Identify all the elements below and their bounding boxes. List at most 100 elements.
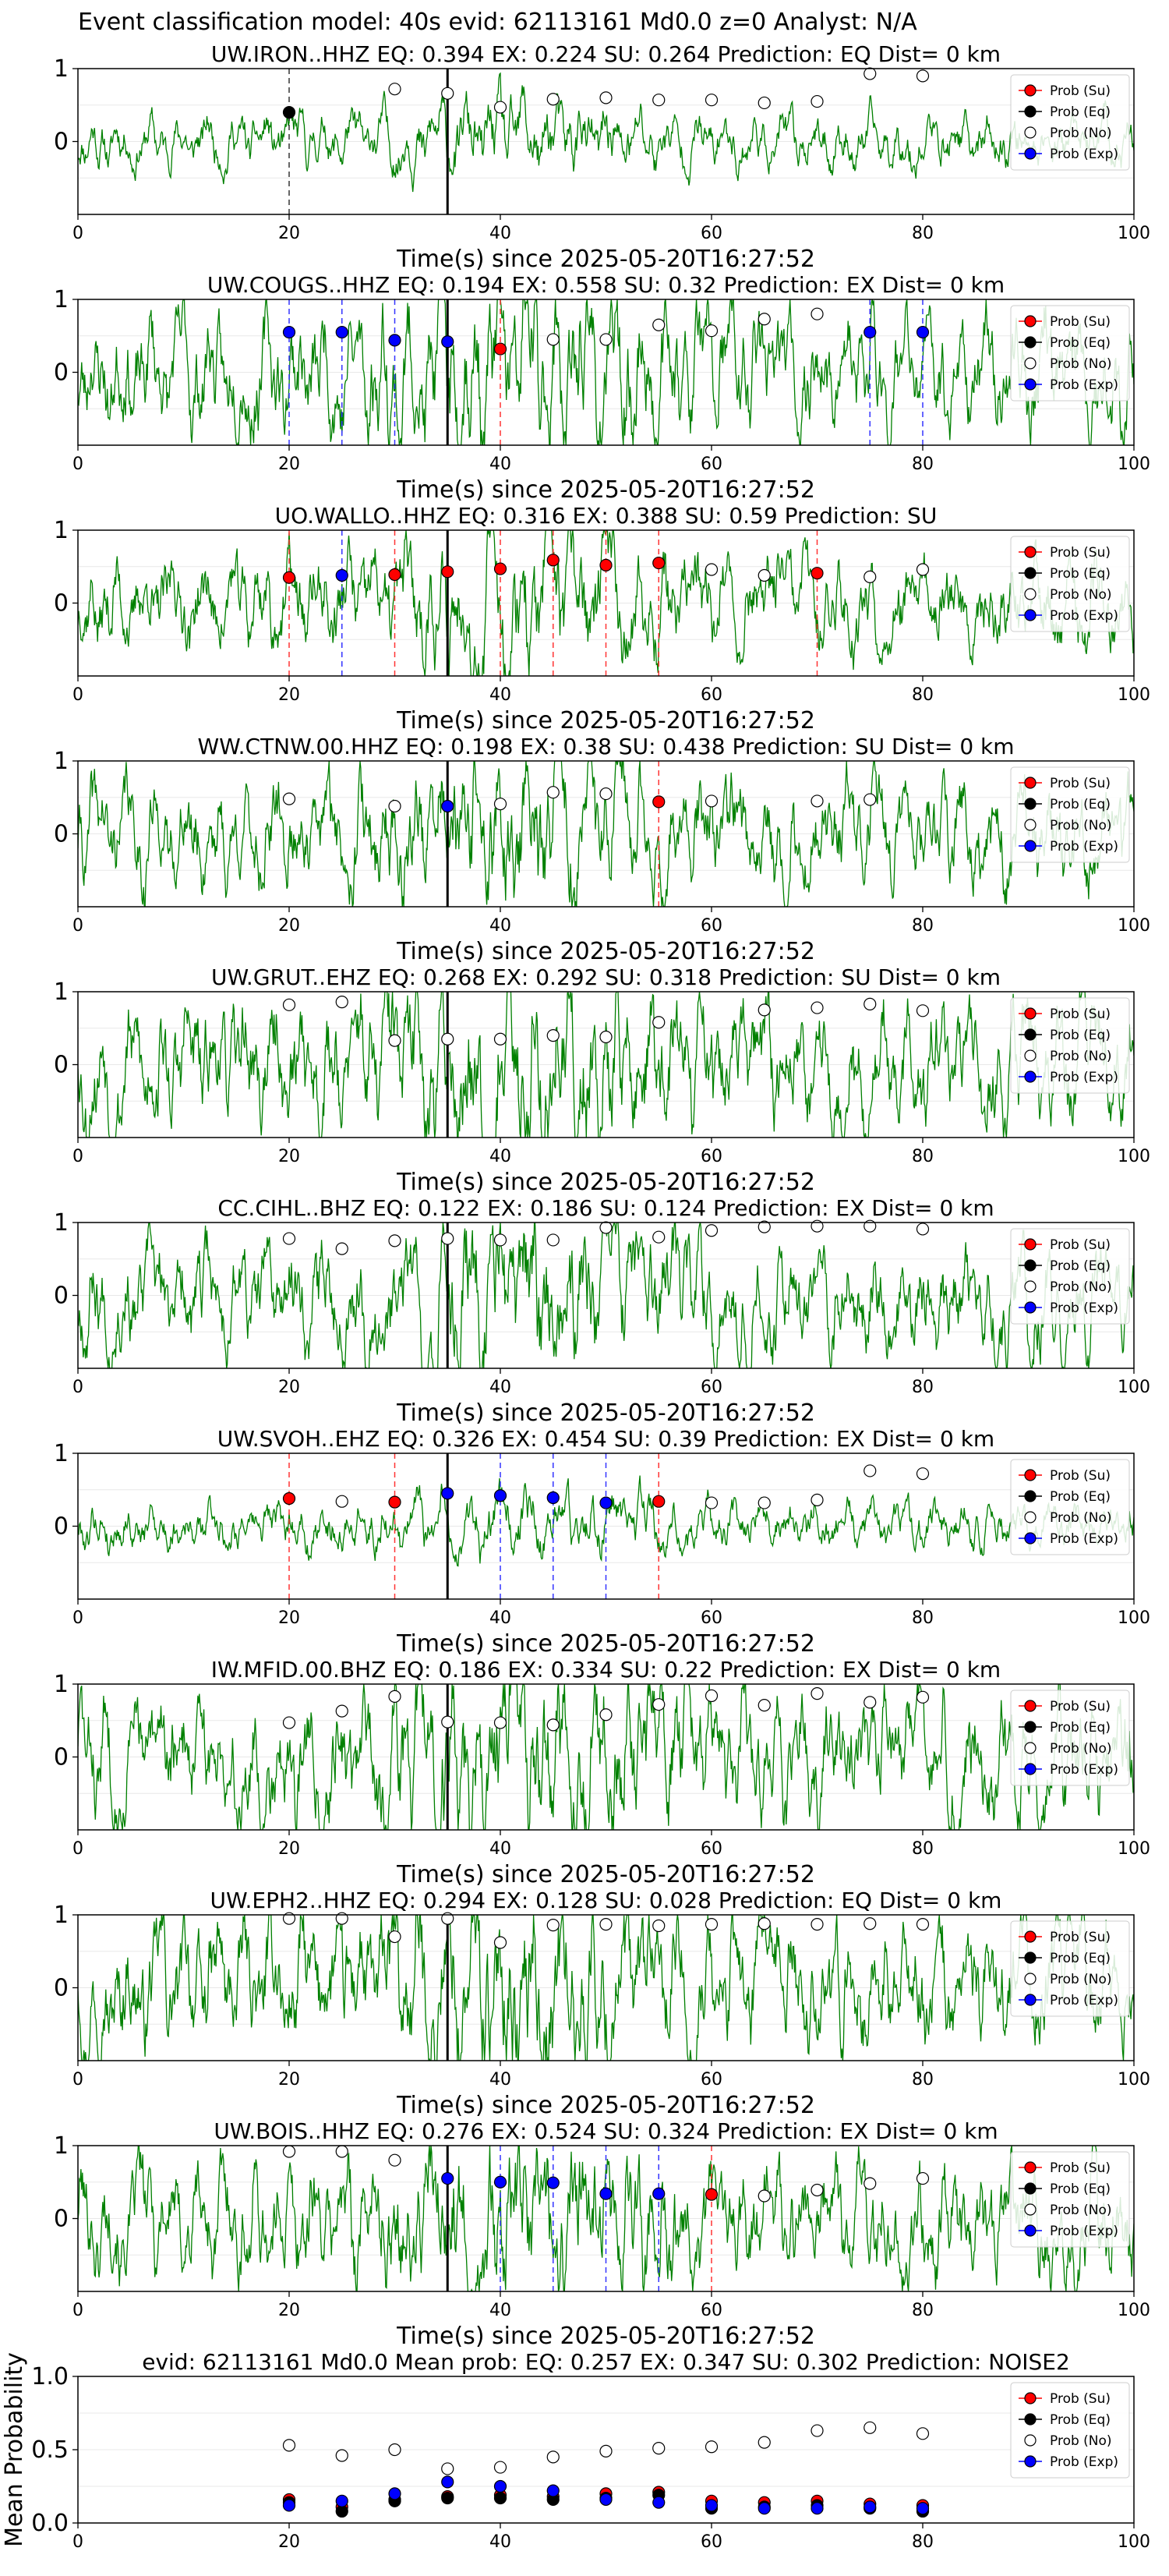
legend-marker-exp [1024,2224,1037,2237]
marker-no [758,1003,771,1017]
legend-label: Prob (Eq) [1050,2412,1111,2428]
marker-exp [282,325,296,339]
x-tick-label: 20 [278,1378,300,1397]
marker-exp [335,325,348,339]
x-tick-label: 0 [72,1378,83,1397]
x-tick-label: 100 [1118,1147,1150,1166]
x-tick-label: 20 [278,224,300,243]
marker-no [705,94,719,107]
marker-no [652,1919,666,1933]
marker-no [864,1696,877,1709]
legend-box [1010,305,1130,402]
x-tick-label: 0 [72,1147,83,1166]
marker-no [811,1001,824,1014]
marker-no [493,2461,507,2474]
legend-label: Prob (Su) [1050,314,1111,330]
legend-label: Prob (Su) [1050,1699,1111,1714]
legend: Prob (Su) Prob (Eq) Prob (No) Prob (Exp) [1010,74,1130,171]
marker-su [811,567,824,580]
marker-no [493,798,507,811]
marker-exp [493,2175,507,2189]
x-tick-label: 40 [489,1147,511,1166]
x-axis-label: Time(s) since 2025-05-20T16:27:52 [396,1399,815,1427]
chart-title: UW.BOIS..HHZ EQ: 0.276 EX: 0.524 SU: 0.3… [214,2118,998,2144]
y-tick-label: 1 [54,978,69,1006]
marker-exp [441,2475,454,2489]
marker-exp [493,1489,507,1502]
marker-no [758,2436,771,2449]
marker-no [335,1495,348,1508]
x-tick-label: 40 [489,916,511,936]
marker-no [705,2440,719,2454]
marker-no [864,67,877,80]
marker-no [758,568,771,582]
x-tick-label: 80 [912,685,934,705]
y-tick-label: 0 [54,590,69,617]
x-tick-label: 20 [278,1839,300,1859]
marker-exp [864,2500,877,2514]
x-tick-label: 100 [1118,224,1150,243]
legend-marker-su [1024,1007,1037,1020]
marker-no [652,1230,666,1244]
marker-no [652,1016,666,1029]
legend-label: Prob (Exp) [1050,1070,1118,1085]
x-tick-label: 20 [278,1147,300,1166]
legend-label: Prob (Eq) [1050,335,1111,351]
marker-su [282,571,296,584]
x-tick-label: 40 [489,2532,511,2552]
legend-label: Prob (Su) [1050,1007,1111,1022]
x-tick-label: 80 [912,1608,934,1628]
legend-label: Prob (Exp) [1050,377,1118,393]
x-tick-label: 100 [1118,1608,1150,1628]
marker-no [546,786,560,799]
x-tick-label: 60 [701,224,722,243]
legend: Prob (Su) Prob (Eq) Prob (No) Prob (Exp) [1010,1228,1130,1325]
y-tick-label: 1 [54,1671,69,1698]
legend-marker-su [1024,1700,1037,1712]
marker-no [282,1912,296,1925]
marker-exp [335,2494,348,2507]
marker-no [705,1689,719,1703]
x-tick-label: 100 [1118,1378,1150,1397]
legend-marker-exp [1024,1994,1037,2006]
marker-no [811,94,824,108]
legend-marker-eq [1024,2413,1037,2426]
seismic-trace [78,1915,1134,2061]
marker-no [652,2442,666,2455]
marker-no [335,1704,348,1718]
legend-marker-eq [1024,336,1037,349]
marker-su [652,795,666,809]
legend-marker-exp [1024,1763,1037,1775]
marker-exp [811,2502,824,2515]
marker-su [493,562,507,575]
x-tick-label: 100 [1118,455,1150,474]
marker-no [811,1687,824,1700]
marker-no [493,1233,507,1247]
legend-marker-no [1024,2203,1037,2216]
x-tick-label: 40 [489,685,511,705]
y-tick-label: 1 [54,55,69,83]
x-tick-label: 20 [278,685,300,705]
chart-title: UW.EPH2..HHZ EQ: 0.294 EX: 0.128 SU: 0.0… [210,1888,1002,1913]
marker-no [758,1917,771,1930]
legend-box [1010,766,1130,863]
x-tick-label: 80 [912,1378,934,1397]
legend-label: Prob (No) [1050,818,1112,833]
y-tick-label: 1 [54,1902,69,1929]
y-tick-label: 1 [54,286,69,313]
x-tick-label: 0 [72,1839,83,1859]
x-tick-label: 60 [701,2301,722,2320]
legend-box [1010,1459,1130,1555]
marker-no [864,997,877,1010]
marker-no [282,1716,296,1729]
seismic-trace [78,1684,1134,1830]
y-tick-label: 1 [54,748,69,775]
legend-label: Prob (No) [1050,587,1112,603]
legend-marker-eq [1024,1259,1037,1272]
legend-label: Prob (Su) [1050,2160,1111,2176]
legend-label: Prob (No) [1050,1510,1112,1526]
chart-panel-2: 0 20 40 60 80 100 0 1 UW.COUGS..HHZ EQ: 0.194 EX… [54,272,1150,504]
legend-marker-no [1024,1280,1037,1293]
chart-panel-11: 0 20 40 60 80 100 0.0 0.5 1.0 evid: 62113161 Md0.… [1,2349,1150,2552]
marker-no [705,1496,719,1509]
